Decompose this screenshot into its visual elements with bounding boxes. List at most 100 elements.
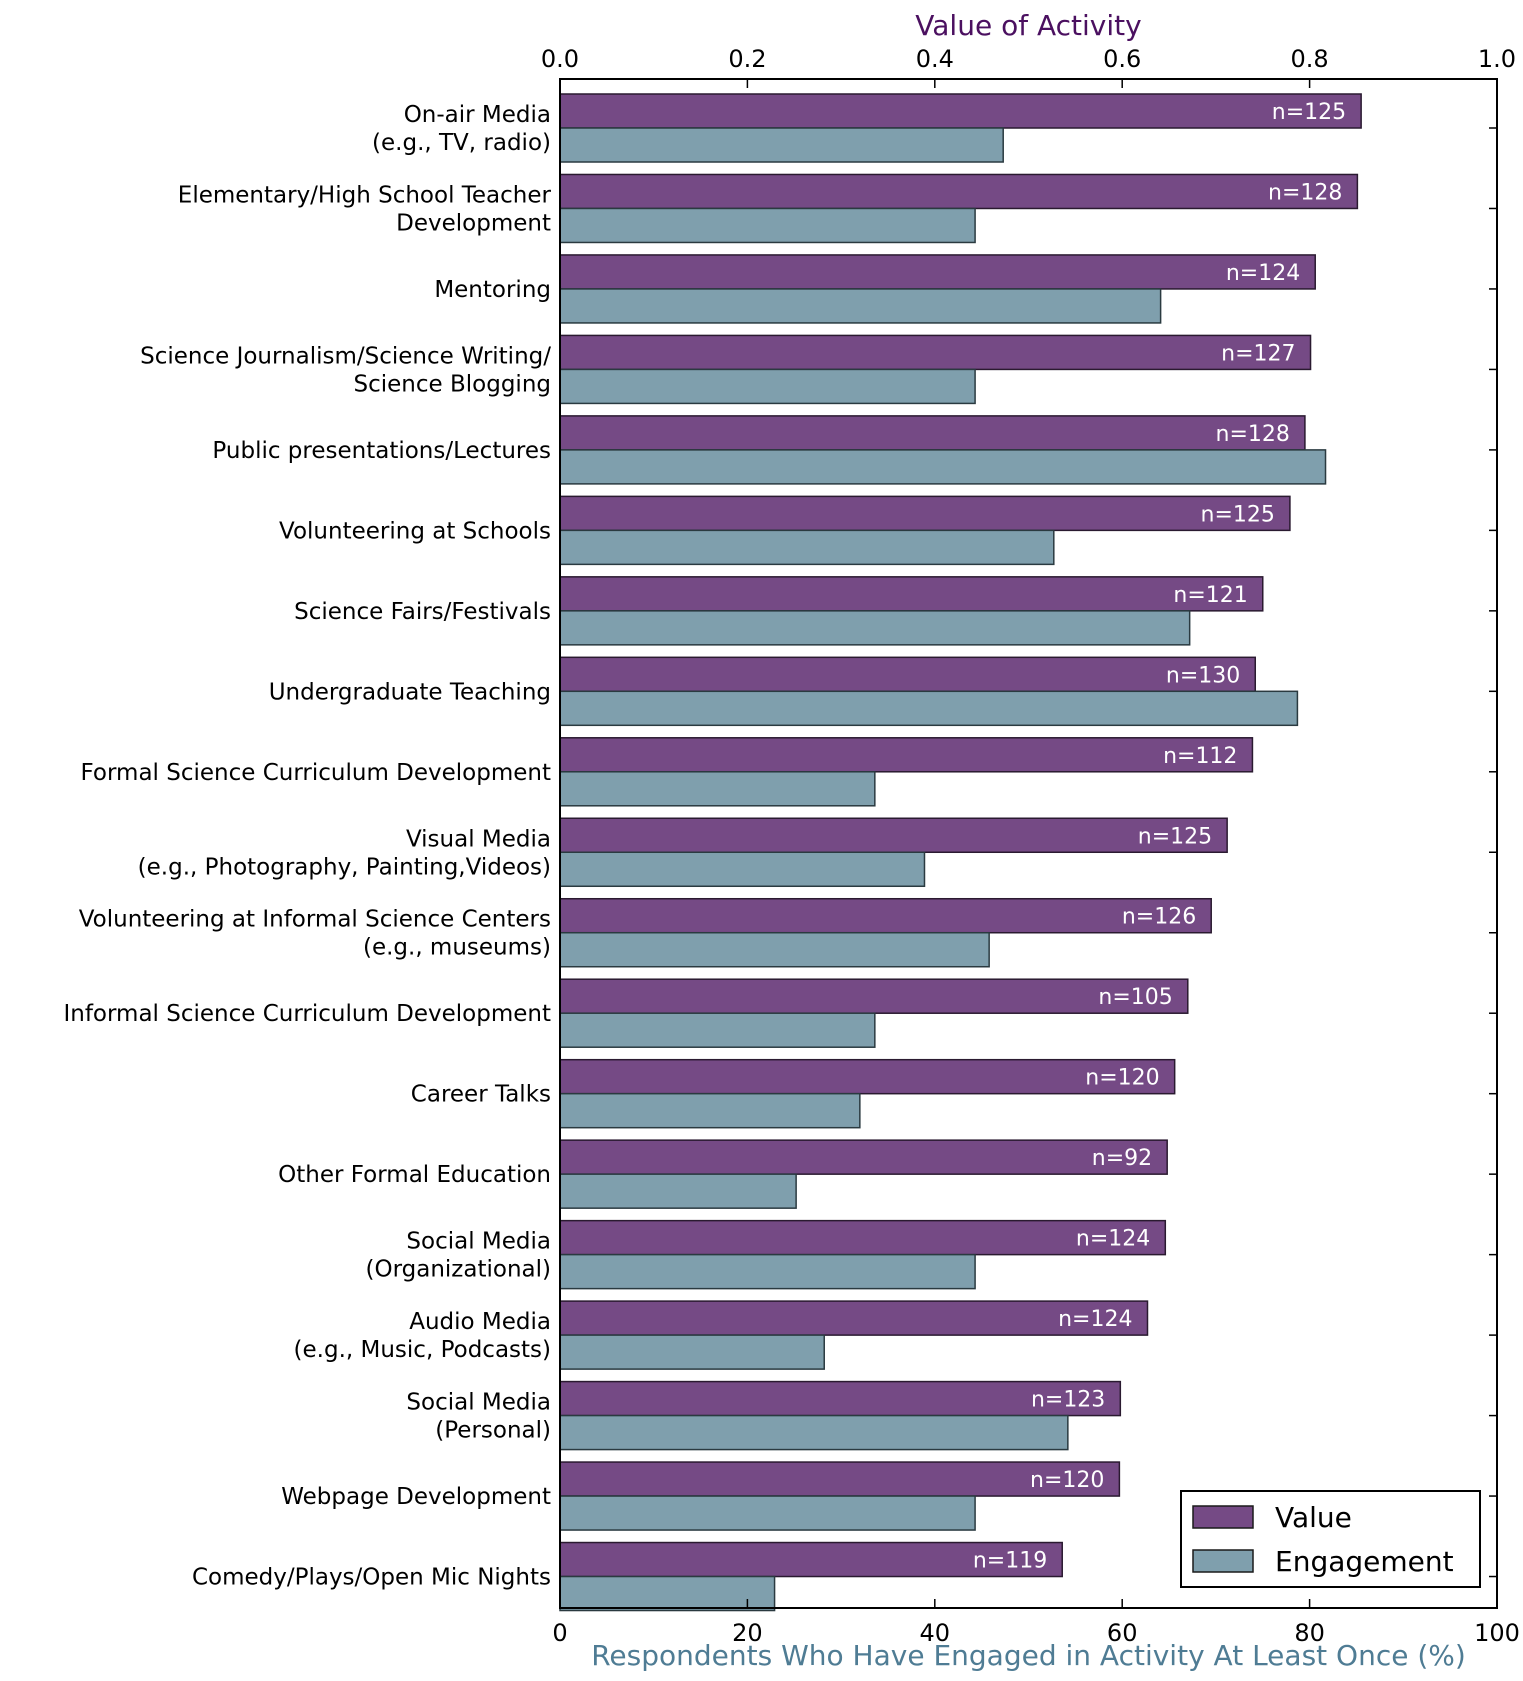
top-axis-tick-label: 0.8	[1291, 45, 1329, 73]
engagement-bar	[559, 1575, 776, 1612]
value-bar	[559, 978, 1189, 1014]
value-bar	[559, 897, 1212, 934]
category-label: Development	[396, 210, 551, 236]
category-label: Mentoring	[434, 277, 551, 303]
value-bar-label: n=105	[1098, 985, 1172, 1010]
value-bar	[559, 576, 1264, 612]
value-bar-label: n=123	[1031, 1388, 1105, 1413]
category-label: (e.g., Photography, Painting,Videos)	[138, 854, 551, 880]
category-label: Elementary/High School Teacher	[178, 182, 552, 208]
bottom-axis-tick-label: 100	[1474, 1619, 1520, 1647]
category-label: Undergraduate Teaching	[269, 679, 551, 705]
engagement-bar	[559, 1253, 976, 1290]
bars-layer	[559, 93, 1362, 1612]
engagement-bar	[559, 931, 990, 968]
value-bar	[559, 1058, 1176, 1095]
legend-swatch-value	[1192, 1505, 1254, 1529]
value-bar-label: n=128	[1268, 180, 1342, 205]
category-label: Social Media	[406, 1390, 551, 1416]
category-label: Volunteering at Informal Science Centers	[79, 907, 551, 933]
bottom-axis-tick-label: 60	[1107, 1619, 1138, 1647]
legend-label-value: Value	[1275, 1501, 1352, 1534]
engagement-bar	[559, 288, 1162, 324]
value-bar	[559, 254, 1316, 290]
category-label: Social Media	[406, 1229, 551, 1255]
value-bar-label: n=119	[973, 1549, 1047, 1574]
engagement-bar	[559, 1173, 797, 1209]
engagement-bar	[559, 1414, 1069, 1451]
category-label: Public presentations/Lectures	[212, 438, 551, 464]
value-bar-label: n=112	[1163, 744, 1237, 769]
value-bar-label: n=125	[1272, 100, 1346, 125]
value-bar-label: n=125	[1201, 502, 1275, 527]
category-label: (e.g., Music, Podcasts)	[294, 1337, 551, 1363]
value-bar-label: n=128	[1216, 422, 1290, 447]
ticks-layer: 0.0 0.2 0.4 0.6 0.8 1.0 0 20 40 60 80 100	[541, 45, 1520, 1647]
engagement-bar	[559, 127, 1004, 163]
category-label: (e.g., museums)	[363, 935, 551, 961]
engagement-bar	[559, 771, 876, 807]
category-label: Webpage Development	[281, 1484, 551, 1510]
value-bar-label: n=127	[1221, 341, 1295, 366]
category-label: Comedy/Plays/Open Mic Nights	[192, 1565, 551, 1591]
value-bar-label: n=92	[1092, 1146, 1152, 1171]
top-axis-tick-label: 0.6	[1103, 45, 1141, 73]
bottom-axis-tick-label: 80	[1294, 1619, 1325, 1647]
legend-label-engagement: Engagement	[1275, 1545, 1454, 1578]
top-axis-tick-label: 0.4	[916, 45, 954, 73]
value-bar	[559, 1380, 1122, 1417]
value-bar	[559, 173, 1359, 210]
value-bar-label: n=124	[1226, 261, 1300, 286]
engagement-bar	[559, 1495, 976, 1531]
category-label: Science Journalism/Science Writing/	[140, 343, 551, 369]
category-label: Visual Media	[406, 826, 551, 852]
value-bar-label: n=124	[1076, 1227, 1150, 1252]
value-bar-label: n=124	[1058, 1307, 1132, 1332]
value-bar	[559, 495, 1291, 532]
top-axis-tick-label: 0.0	[541, 45, 579, 73]
engagement-bar	[559, 1334, 825, 1370]
category-label: Science Fairs/Festivals	[294, 599, 551, 625]
value-bar	[559, 656, 1257, 693]
top-axis-label: Value of Activity	[915, 9, 1141, 42]
category-label: Informal Science Curriculum Development	[63, 1001, 551, 1027]
value-bar-label: n=120	[1085, 1066, 1159, 1091]
engagement-bar	[559, 1012, 876, 1048]
engagement-bar	[559, 610, 1191, 646]
engagement-bar	[559, 368, 976, 405]
value-bar	[559, 93, 1362, 129]
value-bar-label: n=121	[1173, 583, 1247, 608]
engagement-bar	[559, 851, 926, 888]
category-label: Science Blogging	[354, 371, 551, 397]
bottom-axis-label: Respondents Who Have Engaged in Activity…	[591, 1639, 1466, 1672]
value-bar	[559, 334, 1312, 371]
category-label: Audio Media	[409, 1309, 551, 1335]
engagement-bar	[559, 529, 1055, 566]
category-label: (Personal)	[435, 1418, 551, 1444]
category-label: Volunteering at Schools	[279, 518, 551, 544]
category-labels-layer: On-air Media(e.g., TV, radio) Elementary/…	[63, 102, 551, 1591]
legend-swatch-engagement	[1192, 1549, 1254, 1573]
value-bar	[559, 1300, 1149, 1336]
category-label: (Organizational)	[366, 1257, 551, 1283]
category-label: (e.g., TV, radio)	[372, 130, 551, 156]
value-bar-label: n=120	[1030, 1468, 1104, 1493]
value-bar-label: n=126	[1122, 905, 1196, 930]
bottom-axis-tick-label: 20	[732, 1619, 763, 1647]
category-label: Other Formal Education	[278, 1162, 551, 1188]
value-bar-label: n=125	[1138, 824, 1212, 849]
value-bar	[559, 415, 1306, 451]
engagement-bar	[559, 1092, 861, 1129]
legend: Value Engagement	[1180, 1490, 1481, 1588]
value-bar	[559, 817, 1228, 854]
engagement-bar	[559, 207, 976, 244]
bottom-axis-tick-label: 40	[920, 1619, 951, 1647]
category-label: Career Talks	[411, 1082, 551, 1108]
value-bar-label: n=130	[1166, 663, 1240, 688]
category-label: Formal Science Curriculum Development	[81, 760, 551, 786]
value-bar	[559, 1219, 1167, 1256]
engagement-bar	[559, 449, 1327, 485]
value-bar	[559, 1139, 1168, 1175]
